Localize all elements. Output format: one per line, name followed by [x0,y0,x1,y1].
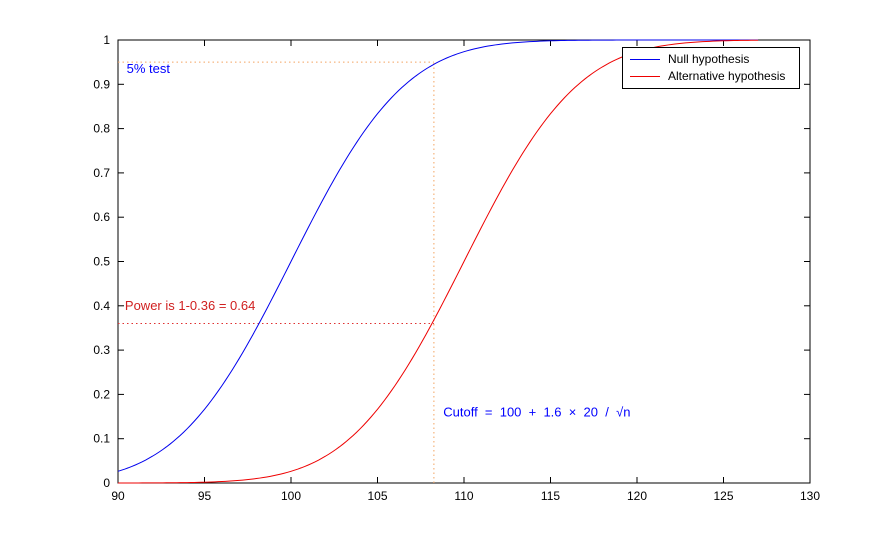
legend-line-alternative-hypothesis [630,76,660,77]
svg-text:0: 0 [103,476,110,490]
svg-text:105: 105 [367,489,387,503]
svg-text:1: 1 [103,33,110,47]
svg-text:0.3: 0.3 [93,343,110,357]
legend-label-null-hypothesis: Null hypothesis [668,52,750,66]
svg-text:0.2: 0.2 [93,387,110,401]
svg-text:0.9: 0.9 [93,77,110,91]
svg-text:5% test: 5% test [127,61,171,76]
svg-text:120: 120 [627,489,647,503]
svg-text:0.4: 0.4 [93,299,110,313]
svg-text:100: 100 [281,489,301,503]
svg-text:0.6: 0.6 [93,210,110,224]
legend: Null hypothesis Alternative hypothesis [622,47,800,89]
svg-text:0.8: 0.8 [93,122,110,136]
svg-text:Power is 1-0.36 = 0.64: Power is 1-0.36 = 0.64 [125,298,255,313]
svg-text:130: 130 [800,489,820,503]
svg-text:0.7: 0.7 [93,166,110,180]
svg-text:125: 125 [713,489,733,503]
svg-text:Cutoff = 100 + 1.6 × 20: Cutoff = 100 + 1.6 × 20 / √n [443,405,630,420]
svg-text:110: 110 [454,489,473,503]
svg-text:115: 115 [541,489,560,503]
legend-entry-null-hypothesis: Null hypothesis [630,53,791,66]
legend-line-null-hypothesis [630,59,660,60]
legend-entry-alternative-hypothesis: Alternative hypothesis [630,70,791,83]
legend-label-alternative-hypothesis: Alternative hypothesis [668,69,786,83]
svg-text:90: 90 [111,489,125,503]
svg-text:0.1: 0.1 [93,432,110,446]
svg-text:0.5: 0.5 [93,255,110,269]
svg-text:95: 95 [198,489,212,503]
